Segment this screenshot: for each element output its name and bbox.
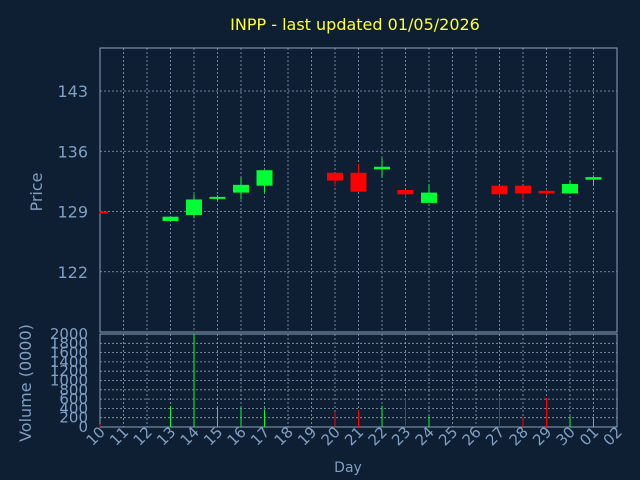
candle-28 <box>515 185 531 200</box>
candle-body <box>538 190 555 194</box>
volume-tick-label: 1600 <box>50 344 88 362</box>
price-axis-label: Price <box>27 172 46 211</box>
candle-body <box>585 177 602 180</box>
candle-27 <box>491 185 508 198</box>
candle-body <box>186 199 202 215</box>
chart-title: INPP - last updated 01/05/2026 <box>230 15 480 34</box>
volume-tick-label: 800 <box>59 381 88 399</box>
candle-21 <box>350 164 367 192</box>
candle-body <box>421 192 437 203</box>
candle-body <box>256 170 273 186</box>
volume-tick-label: 1000 <box>50 372 88 390</box>
candle-30 <box>562 180 578 194</box>
candle-body <box>350 172 367 192</box>
candle-body <box>162 216 179 221</box>
volume-tick-label: 1400 <box>50 353 88 371</box>
candle-13 <box>162 216 179 221</box>
candle-24 <box>421 183 437 203</box>
price-tick-label: 122 <box>57 263 88 282</box>
candle-29 <box>538 189 555 197</box>
volume-tick-label: 600 <box>59 390 88 408</box>
x-axis-label: Day <box>334 460 362 476</box>
x-tick-labels: 1011121314151617181920212223242526272829… <box>83 423 626 449</box>
candle-body <box>515 185 531 194</box>
candle-15 <box>209 195 226 201</box>
candle-body <box>374 166 390 170</box>
candle-14 <box>186 194 202 219</box>
candle-20 <box>327 172 343 187</box>
volume-tick-label: 200 <box>59 409 88 427</box>
volume-tick-label: 0 <box>78 418 88 436</box>
price-panel: 122 129 136 143 <box>57 47 618 333</box>
price-tick-label: 129 <box>57 203 88 222</box>
candle-body <box>100 211 108 214</box>
candle-body <box>397 190 414 195</box>
candle-22 <box>374 158 390 178</box>
price-tick-label: 136 <box>57 142 88 161</box>
candle-body <box>491 185 508 195</box>
candles <box>99 158 602 221</box>
volume-tick-label: 1200 <box>50 362 88 380</box>
volume-tick-label: 400 <box>59 399 88 417</box>
volume-tick-label: 2000 <box>50 325 88 343</box>
volume-tick-label: 1800 <box>50 334 88 352</box>
candle-23 <box>397 190 414 198</box>
candle-body <box>233 184 249 193</box>
candle-17 <box>256 170 273 193</box>
price-tick-label: 143 <box>57 82 88 101</box>
candle-10 <box>99 211 108 214</box>
candle-01 <box>585 175 602 186</box>
volume-axis-label: Volume (0000) <box>16 324 35 442</box>
volume-bars <box>99 334 594 427</box>
price-tick-labels: 122 129 136 143 <box>57 82 88 282</box>
candle-body <box>327 172 343 181</box>
candle-16 <box>233 177 249 200</box>
candle-body <box>562 183 578 194</box>
candle-body <box>209 196 226 199</box>
